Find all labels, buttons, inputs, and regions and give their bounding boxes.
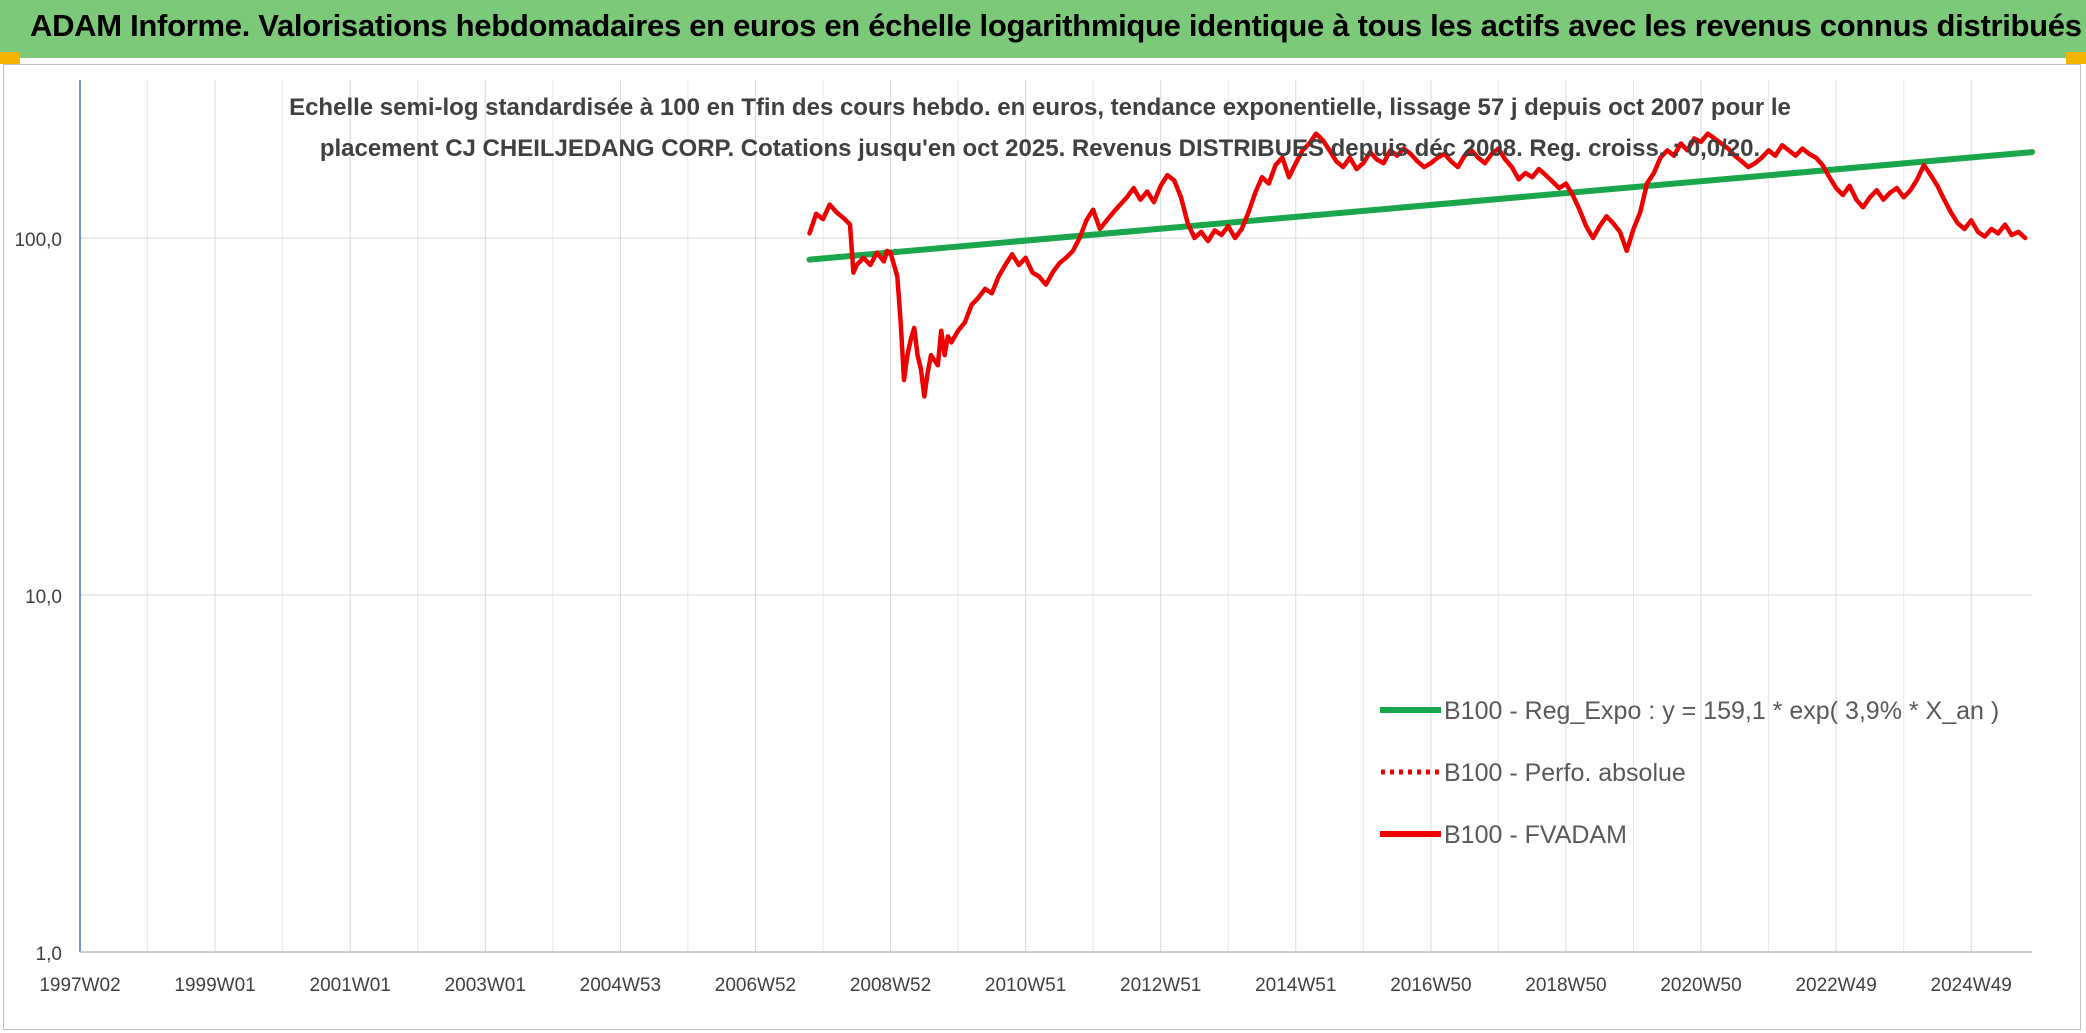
x-tick-label: 2018W50 xyxy=(1525,975,1606,996)
legend: B100 - Reg_Expo : y = 159,1 * exp( 3,9% … xyxy=(1380,697,1999,849)
legend-label-trend: B100 - Reg_Expo : y = 159,1 * exp( 3,9% … xyxy=(1444,697,1999,725)
x-tick-label: 2024W49 xyxy=(1931,975,2012,996)
x-tick-label: 2016W50 xyxy=(1390,975,1471,996)
x-tick-label: 1997W02 xyxy=(39,975,120,996)
x-tick-label: 2006W52 xyxy=(715,975,796,996)
chart-title-line-2: placement CJ CHEILJEDANG CORP. Cotations… xyxy=(320,135,1760,162)
x-tick-label: 2014W51 xyxy=(1255,975,1336,996)
chart: 1997W02 1999W01 2001W01 2003W01 2004W53 2006W… xyxy=(14,80,2035,996)
legend-label-fvadam: B100 - FVADAM xyxy=(1444,821,1627,849)
chart-frame: 1997W02 1999W01 2001W01 2003W01 2004W53 2006W… xyxy=(3,64,2081,1030)
legend-label-perfo: B100 - Perfo. absolue xyxy=(1444,759,1686,787)
series-layer xyxy=(806,131,2035,399)
trend-line xyxy=(806,149,2035,263)
y-tick-label: 10,0 xyxy=(25,587,62,608)
x-tick-label: 2003W01 xyxy=(445,975,526,996)
axes: 1997W02 1999W01 2001W01 2003W01 2004W53 2006W… xyxy=(14,80,2032,996)
x-tick-label: 2020W50 xyxy=(1660,975,1741,996)
chart-title: Echelle semi-log standardisée à 100 en T… xyxy=(289,94,1791,162)
accent-corner-right xyxy=(2066,52,2086,64)
x-tick-label: 2004W53 xyxy=(580,975,661,996)
header-banner: ADAM Informe. Valorisations hebdomadaire… xyxy=(0,0,2086,58)
x-tick-label: 2008W52 xyxy=(850,975,931,996)
x-tick-label: 2001W01 xyxy=(310,975,391,996)
x-tick-label: 2012W51 xyxy=(1120,975,1201,996)
page-title: ADAM Informe. Valorisations hebdomadaire… xyxy=(30,8,2082,43)
y-tick-label: 1,0 xyxy=(36,944,62,965)
accent-corner-left xyxy=(0,52,20,64)
grid-lines xyxy=(79,80,2032,953)
chart-title-line-1: Echelle semi-log standardisée à 100 en T… xyxy=(289,94,1791,121)
x-tick-label: 1999W01 xyxy=(174,975,255,996)
x-tick-label: 2022W49 xyxy=(1795,975,1876,996)
x-tick-label: 2010W51 xyxy=(985,975,1066,996)
price-line xyxy=(807,131,2028,399)
y-tick-label: 100,0 xyxy=(14,230,62,251)
